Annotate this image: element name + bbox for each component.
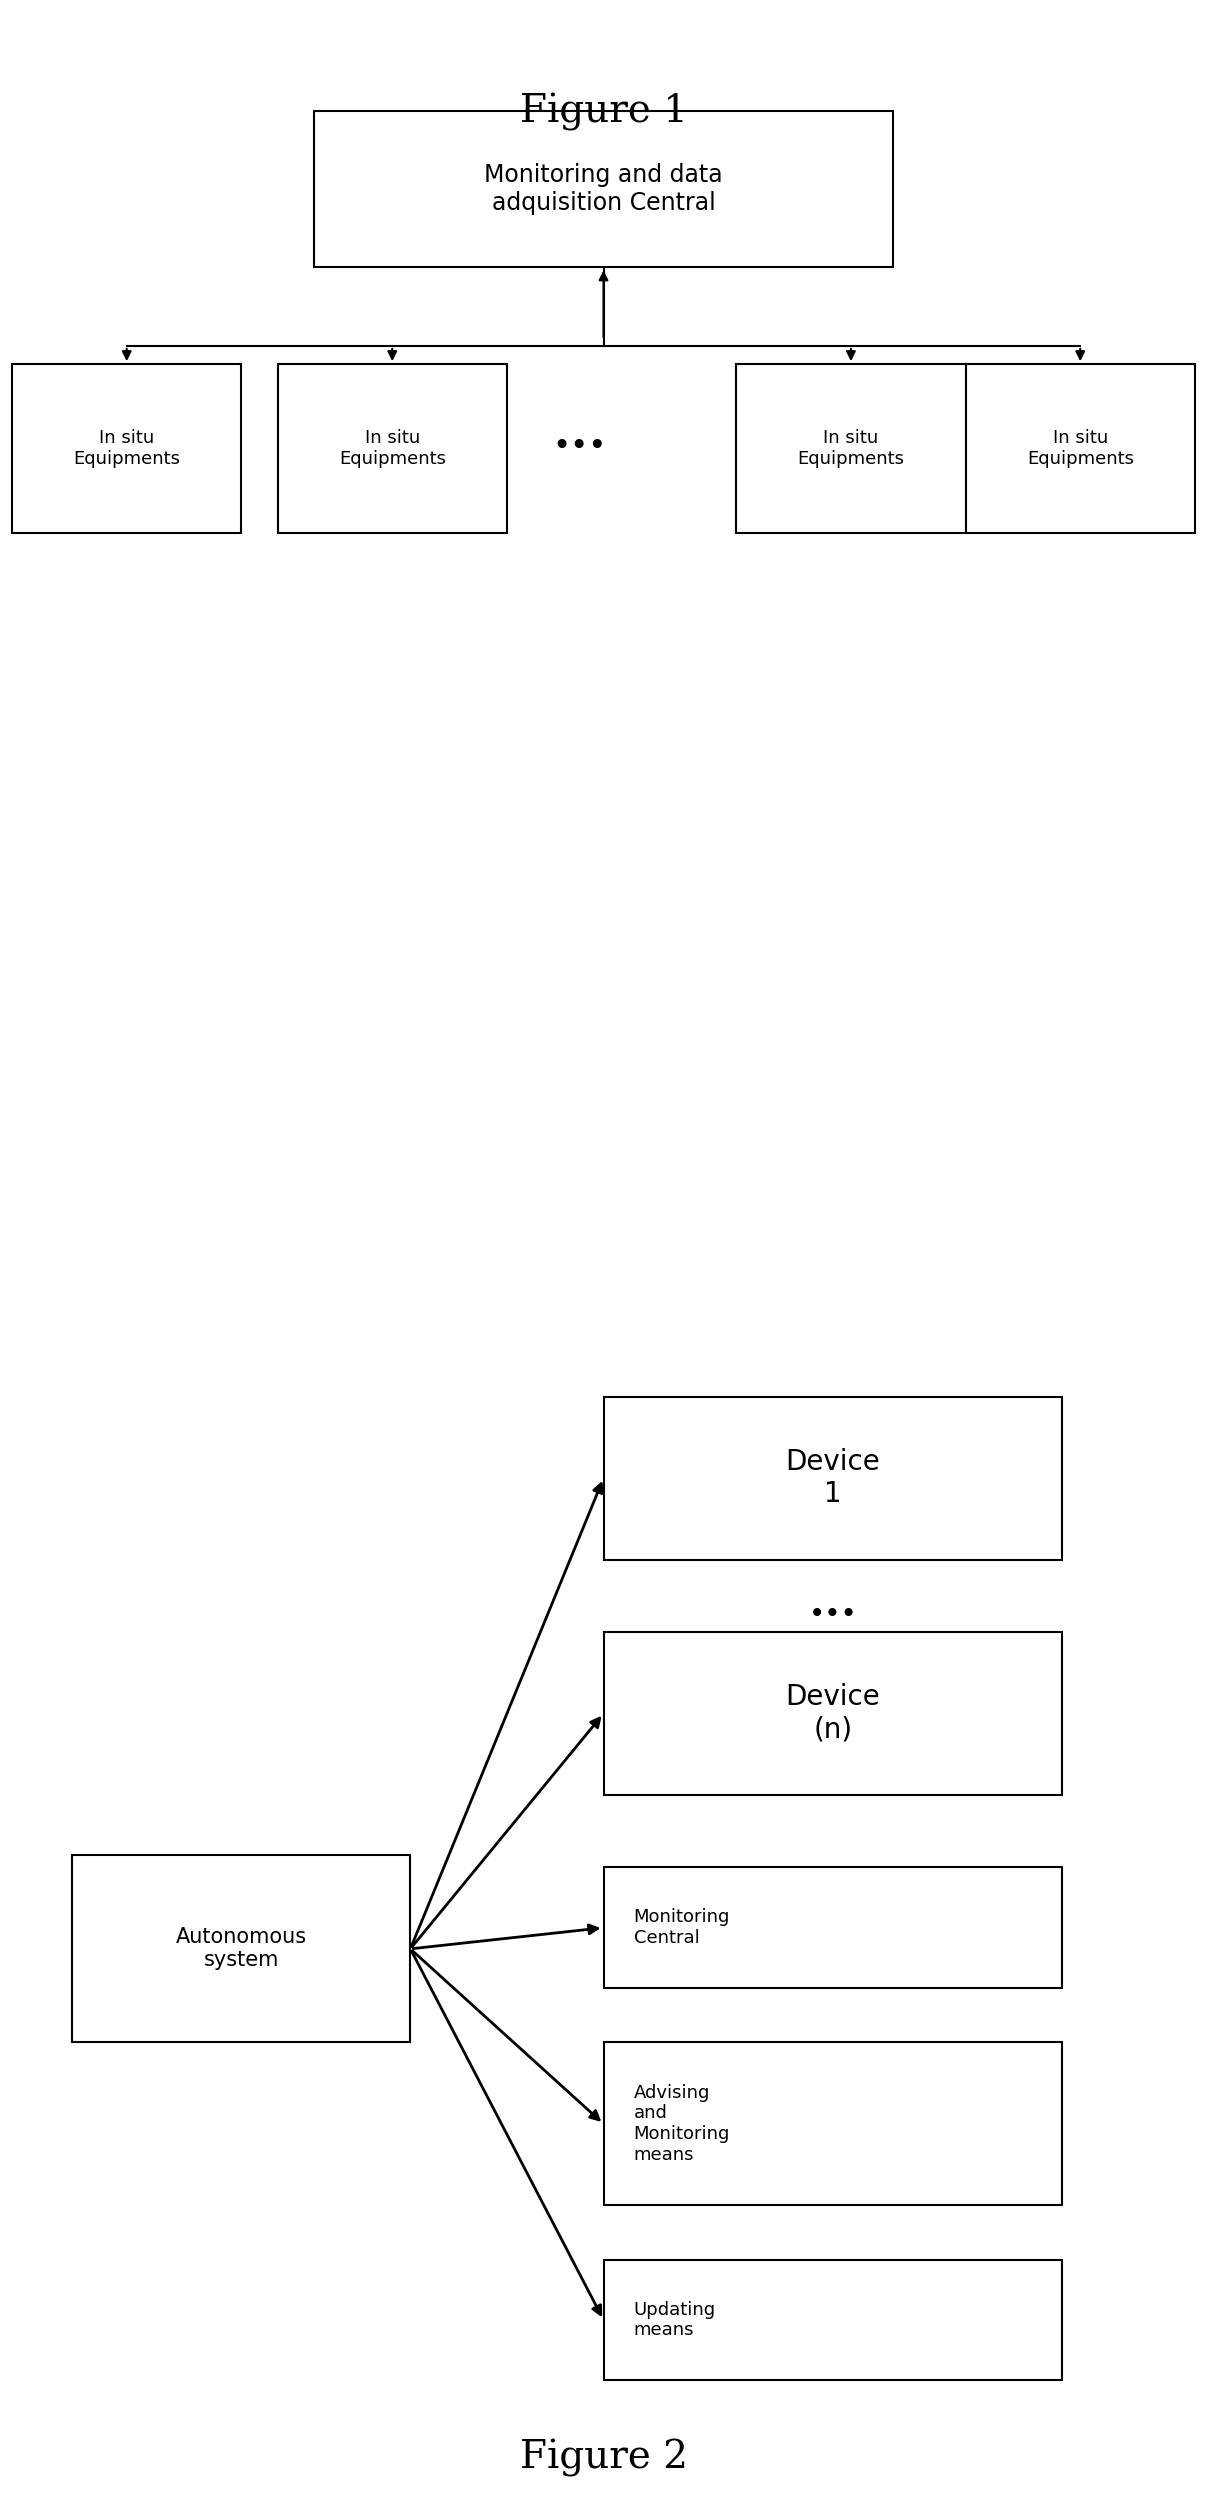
FancyBboxPatch shape: [604, 1868, 1062, 1989]
Text: •••: •••: [809, 1599, 857, 1629]
Text: In situ
Equipments: In situ Equipments: [74, 430, 180, 468]
Text: Autonomous
system: Autonomous system: [176, 1928, 307, 1971]
FancyBboxPatch shape: [966, 365, 1195, 533]
Text: •••: •••: [552, 432, 607, 460]
Text: Figure 1: Figure 1: [519, 93, 688, 131]
FancyBboxPatch shape: [12, 365, 241, 533]
Text: Updating
means: Updating means: [634, 2300, 716, 2341]
FancyBboxPatch shape: [604, 2260, 1062, 2381]
Text: In situ
Equipments: In situ Equipments: [798, 430, 904, 468]
FancyBboxPatch shape: [314, 111, 893, 266]
Text: In situ
Equipments: In situ Equipments: [1027, 430, 1133, 468]
Text: Monitoring
Central: Monitoring Central: [634, 1908, 730, 1948]
FancyBboxPatch shape: [604, 1398, 1062, 1559]
FancyBboxPatch shape: [604, 2041, 1062, 2205]
Text: Figure 2: Figure 2: [519, 2439, 688, 2476]
Text: Device
(n): Device (n): [786, 1684, 880, 1745]
FancyBboxPatch shape: [278, 365, 507, 533]
FancyBboxPatch shape: [72, 1855, 410, 2041]
Text: Advising
and
Monitoring
means: Advising and Monitoring means: [634, 2084, 730, 2165]
Text: In situ
Equipments: In situ Equipments: [339, 430, 445, 468]
Text: Device
1: Device 1: [786, 1448, 880, 1508]
FancyBboxPatch shape: [604, 1632, 1062, 1795]
FancyBboxPatch shape: [736, 365, 966, 533]
Text: Monitoring and data
adquisition Central: Monitoring and data adquisition Central: [484, 163, 723, 216]
